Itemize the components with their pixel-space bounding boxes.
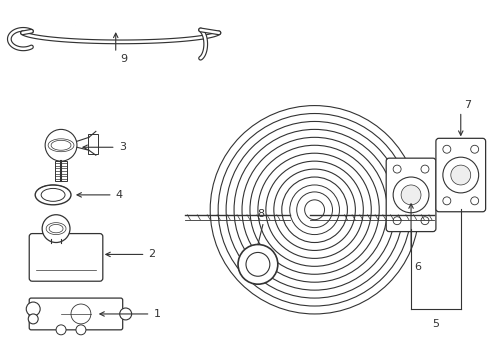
Circle shape: [470, 145, 478, 153]
Text: 1: 1: [153, 309, 160, 319]
Circle shape: [450, 165, 470, 185]
FancyBboxPatch shape: [435, 138, 485, 212]
Circle shape: [238, 244, 277, 284]
Circle shape: [420, 165, 428, 173]
FancyBboxPatch shape: [29, 234, 102, 281]
Circle shape: [42, 215, 70, 243]
Circle shape: [392, 165, 400, 173]
Circle shape: [420, 217, 428, 225]
Circle shape: [442, 157, 478, 193]
Circle shape: [245, 252, 269, 276]
Circle shape: [470, 197, 478, 205]
Text: 8: 8: [257, 209, 264, 219]
FancyBboxPatch shape: [29, 298, 122, 330]
Text: 5: 5: [431, 319, 439, 329]
Text: 9: 9: [121, 54, 127, 64]
Circle shape: [392, 177, 428, 213]
Circle shape: [392, 217, 400, 225]
Circle shape: [26, 302, 40, 316]
Circle shape: [56, 325, 66, 335]
Circle shape: [442, 145, 450, 153]
Circle shape: [442, 197, 450, 205]
Circle shape: [404, 186, 432, 214]
Circle shape: [400, 185, 420, 205]
Bar: [55, 161, 67, 181]
Circle shape: [76, 325, 86, 335]
Text: 4: 4: [116, 190, 122, 200]
Text: 7: 7: [463, 100, 470, 109]
Text: 3: 3: [119, 142, 125, 152]
Text: 2: 2: [148, 249, 155, 260]
Circle shape: [28, 314, 38, 324]
FancyBboxPatch shape: [386, 158, 435, 231]
Text: 6: 6: [413, 262, 420, 273]
Circle shape: [120, 308, 131, 320]
